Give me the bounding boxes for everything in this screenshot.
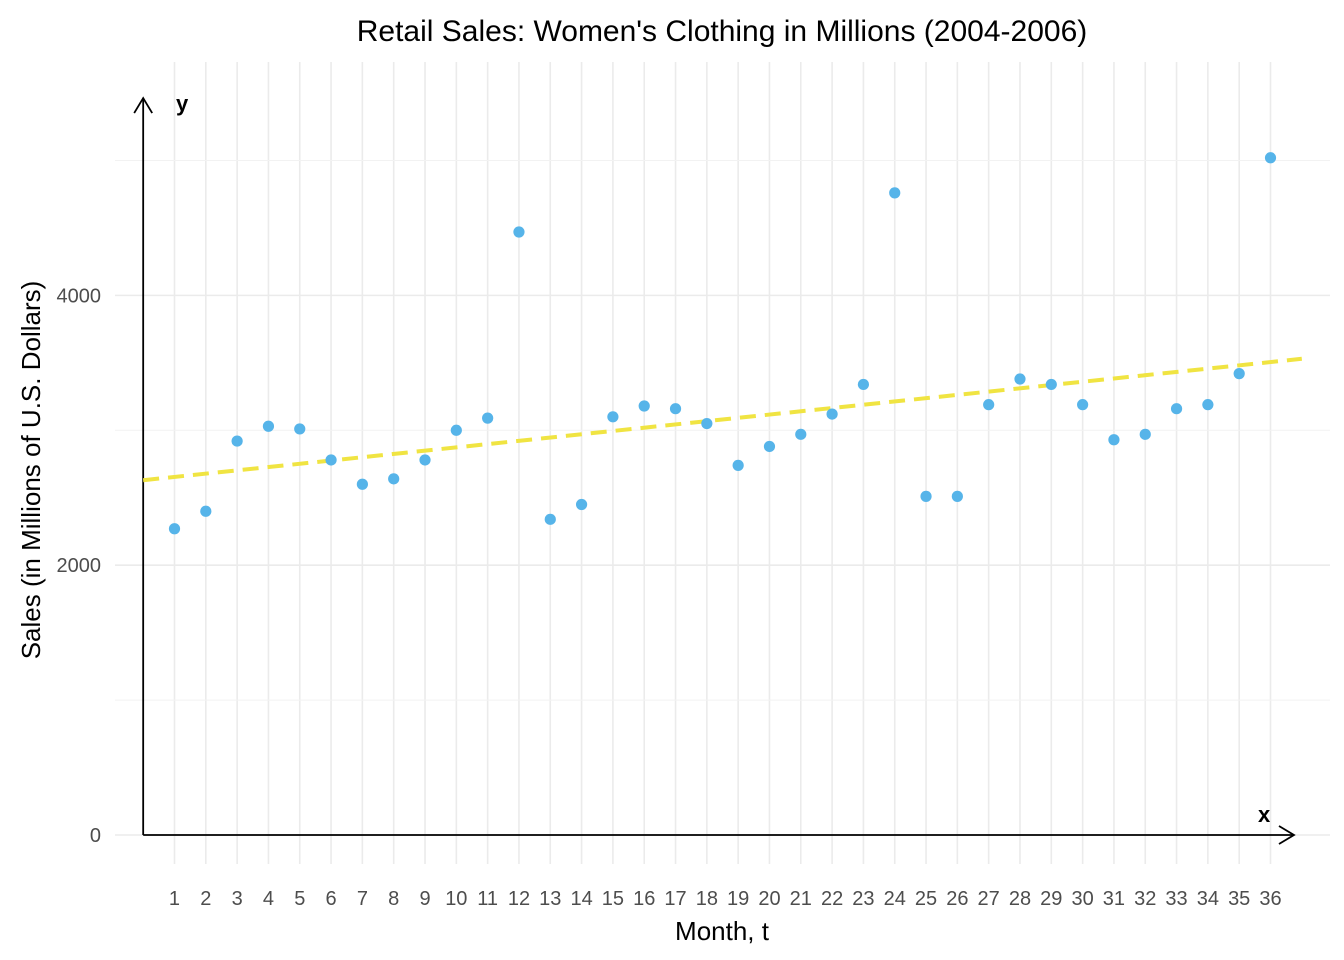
data-point xyxy=(1170,403,1183,415)
y-tick-labels: 0 2000 4000 xyxy=(57,285,102,847)
data-point xyxy=(701,417,713,430)
data-point xyxy=(388,473,400,485)
x-tick-label: 10 xyxy=(445,888,467,910)
x-tick-label: 21 xyxy=(790,888,812,910)
x-tick-label: 33 xyxy=(1165,888,1187,910)
chart-title: Retail Sales: Women's Clothing in Millio… xyxy=(357,15,1088,48)
data-point xyxy=(920,490,932,502)
data-point xyxy=(857,378,870,391)
x-tick-label: 20 xyxy=(758,888,780,910)
data-point xyxy=(1139,428,1151,440)
y-tick-label: 2000 xyxy=(57,555,102,577)
x-tick-label: 13 xyxy=(539,888,561,910)
x-tick-label: 26 xyxy=(946,888,968,910)
x-tick-label: 19 xyxy=(727,888,749,910)
data-point xyxy=(262,420,275,432)
x-tick-label: 36 xyxy=(1259,888,1281,910)
data-point xyxy=(544,513,556,525)
data-point xyxy=(795,428,807,440)
data-point xyxy=(983,399,995,411)
data-point xyxy=(450,424,462,436)
x-tick-label: 27 xyxy=(978,888,1000,910)
data-point xyxy=(1233,368,1245,380)
y-axis-title: Sales (in Millions of U.S. Dollars) xyxy=(16,281,46,660)
x-tick-label: 9 xyxy=(419,888,430,910)
data-point xyxy=(638,400,650,412)
data-point xyxy=(763,440,776,453)
data-point xyxy=(951,490,963,502)
x-tick-label: 3 xyxy=(232,888,243,910)
data-point xyxy=(231,435,243,447)
x-tick-label: 2 xyxy=(200,888,211,910)
data-point xyxy=(1202,399,1214,411)
x-tick-label: 11 xyxy=(477,888,498,910)
x-tick-label: 32 xyxy=(1134,888,1156,910)
axes xyxy=(133,96,1296,845)
data-point xyxy=(732,459,744,471)
data-point xyxy=(482,412,494,424)
x-tick-label: 14 xyxy=(570,888,592,910)
x-tick-label: 16 xyxy=(633,888,655,910)
x-axis-title: Month, t xyxy=(675,916,770,946)
data-point xyxy=(1077,399,1089,411)
data-points xyxy=(168,152,1277,535)
x-axis-letter: x xyxy=(1258,802,1271,827)
data-point xyxy=(669,403,682,415)
y-tick-label: 0 xyxy=(90,825,101,847)
x-tick-label: 35 xyxy=(1228,888,1250,910)
x-tick-label: 25 xyxy=(915,888,937,910)
data-point xyxy=(200,505,212,517)
x-tick-label: 29 xyxy=(1040,888,1062,910)
x-tick-label: 17 xyxy=(664,888,686,910)
data-point xyxy=(168,523,181,535)
x-tick-label: 30 xyxy=(1071,888,1093,910)
x-axis-arrowhead xyxy=(1278,825,1296,845)
x-tick-labels: 1 2 3 4 5 6 7 8 9 10 11 12 13 14 15 16 17 18 19 20 21 22 23 24 2… xyxy=(169,888,1282,910)
x-tick-label: 12 xyxy=(508,888,530,910)
x-tick-label: 15 xyxy=(602,888,624,910)
x-tick-label: 31 xyxy=(1103,888,1125,910)
data-point xyxy=(513,226,525,238)
data-point xyxy=(1014,373,1026,385)
x-tick-label: 6 xyxy=(326,888,337,910)
data-point xyxy=(607,411,619,423)
x-tick-label: 7 xyxy=(357,888,368,910)
y-tick-label: 4000 xyxy=(57,285,102,307)
x-tick-label: 23 xyxy=(852,888,874,910)
x-tick-label: 28 xyxy=(1009,888,1031,910)
trendline xyxy=(142,356,1303,483)
data-point xyxy=(575,498,588,511)
x-tick-label: 18 xyxy=(696,888,718,910)
x-tick-label: 22 xyxy=(821,888,843,910)
data-point xyxy=(1045,378,1057,391)
data-point xyxy=(356,478,368,490)
trendline-layer xyxy=(142,356,1303,483)
y-axis-letter: y xyxy=(176,91,189,116)
data-point xyxy=(419,454,431,466)
y-axis-arrowhead xyxy=(133,96,153,114)
x-tick-label: 5 xyxy=(294,888,305,910)
x-tick-label: 8 xyxy=(388,888,399,910)
data-point xyxy=(1108,434,1120,446)
data-point xyxy=(826,408,838,420)
x-tick-label: 1 xyxy=(169,888,180,910)
x-tick-label: 34 xyxy=(1197,888,1219,910)
data-point xyxy=(1264,152,1277,164)
x-tick-label: 24 xyxy=(884,888,906,910)
data-point xyxy=(325,454,337,466)
grid xyxy=(115,62,1330,864)
data-point xyxy=(294,423,306,435)
data-point xyxy=(889,187,901,199)
x-tick-label: 4 xyxy=(263,888,274,910)
